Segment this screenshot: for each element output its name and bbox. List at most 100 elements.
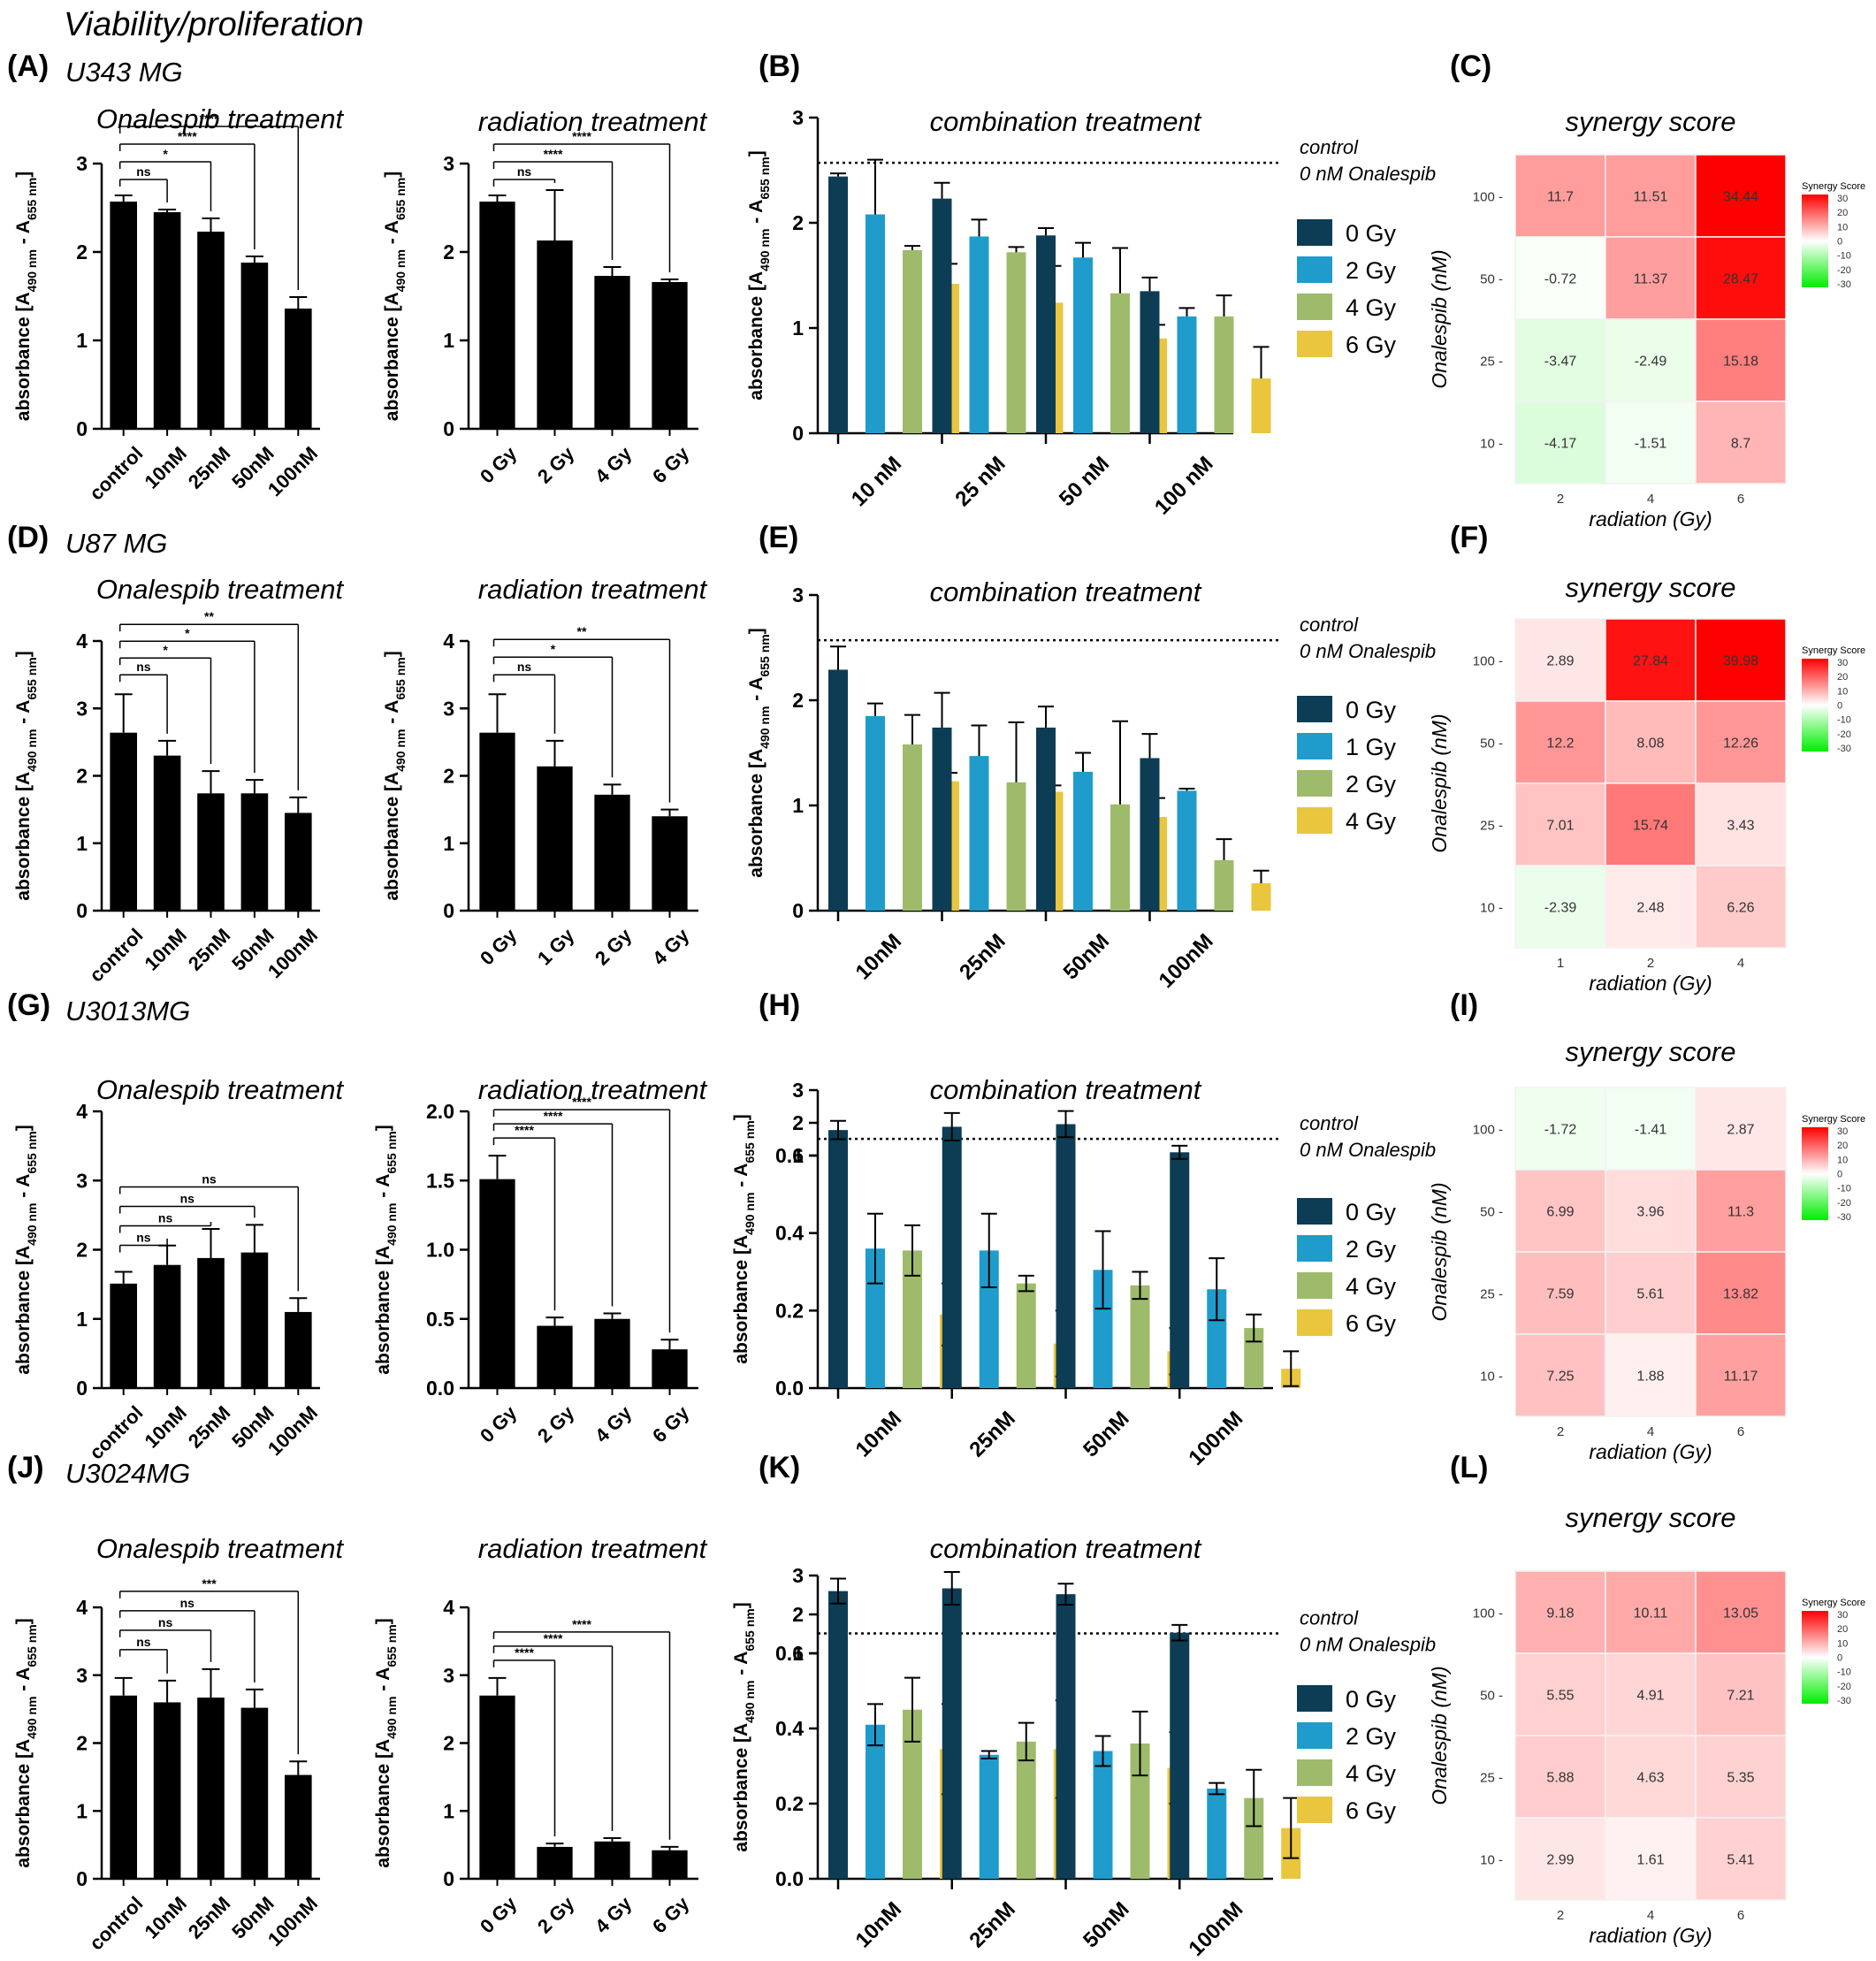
sig-label: ****: [515, 1123, 534, 1137]
heatmap-legend-tick: 30: [1837, 658, 1848, 668]
bar: [1056, 1156, 1076, 1388]
y-tick-label: 4: [443, 630, 454, 652]
heatmap-legend-tick: 30: [1837, 1126, 1848, 1137]
y-tick-label: 0: [792, 422, 804, 445]
sig-label: ****: [544, 1631, 563, 1645]
bar: [479, 202, 515, 429]
sig-label: **: [204, 609, 214, 623]
y-tick-label: 3: [792, 584, 804, 607]
legend-swatch: [1297, 1797, 1332, 1823]
cell-line-label: U343 MG: [65, 57, 183, 88]
x-tick-label: 4 Gy: [591, 1892, 637, 1938]
heatmap-x-tick: 2: [1557, 1908, 1564, 1923]
chart-title: Onalespib treatment: [96, 1074, 345, 1105]
bar: [479, 732, 515, 911]
x-tick-label: 100 nM: [1150, 452, 1218, 520]
bar: [284, 1774, 312, 1879]
bar: [1244, 1328, 1264, 1388]
bar: [1170, 1156, 1190, 1388]
y-tick-label: 2: [76, 1732, 88, 1755]
legend-swatch: [1297, 294, 1332, 320]
heatmap-value: 5.41: [1727, 1853, 1754, 1868]
x-tick-label: 0 Gy: [476, 1401, 522, 1447]
heatmap-value: 11.3: [1727, 1205, 1754, 1220]
chart-title: combination treatment: [930, 1533, 1202, 1564]
y-tick-label: 0.0: [426, 1377, 454, 1400]
x-tick-label: 100nM: [1155, 929, 1218, 993]
legend-label: 1 Gy: [1346, 734, 1397, 760]
bar: [828, 176, 848, 433]
heatmap-value: 11.51: [1634, 190, 1668, 205]
heatmap-value: 1.88: [1636, 1370, 1664, 1385]
bar: [594, 794, 630, 911]
sig-label: ****: [572, 1617, 591, 1631]
heatmap-value: -1.72: [1544, 1123, 1577, 1138]
heatmap-legend-tick: -30: [1837, 744, 1851, 754]
legend-label: 2 Gy: [1346, 1723, 1397, 1750]
y-axis-label: absorbance [A490 nm - A655 nm]: [382, 651, 408, 900]
legend-swatch: [1297, 256, 1332, 283]
bar: [479, 1695, 515, 1879]
sig-label: ****: [200, 111, 219, 126]
x-tick-label: 50nM: [1059, 929, 1114, 984]
bar: [866, 1724, 885, 1879]
y-tick-label: 0: [76, 899, 88, 922]
heatmap-value: 9.18: [1546, 1606, 1574, 1621]
y-axis-label: absorbance [A490 nm - A655 nm]: [373, 1125, 399, 1374]
sig-label: ns: [136, 1635, 151, 1649]
y-tick-label: 0.2: [775, 1792, 804, 1815]
bar: [197, 232, 225, 429]
control-label: 0 nM Onalespib: [1300, 1634, 1436, 1656]
figure-title: Viability/proliferation: [64, 6, 363, 43]
bar: [1140, 758, 1160, 911]
heatmap-value: 3.96: [1636, 1205, 1664, 1220]
heatmap-value: 2.89: [1546, 654, 1574, 669]
heatmap-value: -2.49: [1635, 355, 1667, 370]
chart-title: synergy score: [1566, 1502, 1736, 1533]
bar: [1036, 727, 1056, 911]
heatmap-legend-title: Synergy Score: [1802, 1114, 1865, 1125]
heatmap-cell: [1695, 318, 1787, 402]
sig-label: ns: [202, 1172, 217, 1187]
bar: [903, 249, 922, 433]
heatmap-value: 6.26: [1727, 901, 1754, 916]
x-tick-label: 0 Gy: [476, 924, 522, 970]
heatmap-cell: [1695, 1251, 1787, 1335]
y-tick-label: 1: [792, 1144, 804, 1167]
heatmap-x-tick: 2: [1647, 956, 1654, 971]
heatmap-value: 11.7: [1547, 190, 1574, 205]
panel-letter: (D): [7, 521, 49, 554]
panel-letter: (H): [759, 988, 800, 1022]
legend-label: 0 Gy: [1346, 1686, 1397, 1713]
bar: [979, 1250, 999, 1388]
heatmap-value: 8.7: [1731, 437, 1750, 452]
legend-label: 2 Gy: [1346, 1236, 1397, 1263]
panel-letter: (F): [1450, 521, 1488, 554]
y-tick-label: 2: [443, 1732, 454, 1755]
bar: [284, 1311, 312, 1388]
legend-label: 2 Gy: [1346, 771, 1397, 797]
x-tick-label: 25nM: [184, 924, 234, 974]
heatmap-legend-tick: -10: [1837, 1184, 1851, 1194]
x-tick-label: 100nM: [263, 1892, 322, 1950]
heatmap-legend-tick: -10: [1837, 1667, 1851, 1678]
heatmap-cell: [1695, 401, 1787, 485]
y-tick-label: 2: [792, 1111, 804, 1134]
sig-label: ****: [544, 1109, 563, 1123]
heatmap-legend-tick: -10: [1837, 715, 1851, 726]
bar: [153, 755, 181, 911]
panel-letter: (I): [1450, 988, 1478, 1022]
heatmap-value: 2.99: [1546, 1853, 1574, 1868]
heatmap-value: 10.11: [1634, 1606, 1668, 1621]
sig-label: ****: [572, 1095, 591, 1109]
heatmap-y-label: Onalespib (nM): [1428, 1666, 1451, 1805]
heatmap-legend-tick: 10: [1837, 686, 1848, 697]
heatmap-cell: [1605, 1087, 1697, 1171]
bar: [828, 1653, 848, 1879]
sig-label: ns: [517, 660, 532, 674]
heatmap-x-tick: 4: [1647, 1424, 1654, 1439]
y-axis-label: absorbance [A490 nm - A655 nm]: [746, 628, 772, 877]
heatmap-cell: [1605, 401, 1697, 485]
y-tick-label: 2: [792, 689, 804, 712]
y-tick-label: 0.6: [775, 1642, 804, 1665]
